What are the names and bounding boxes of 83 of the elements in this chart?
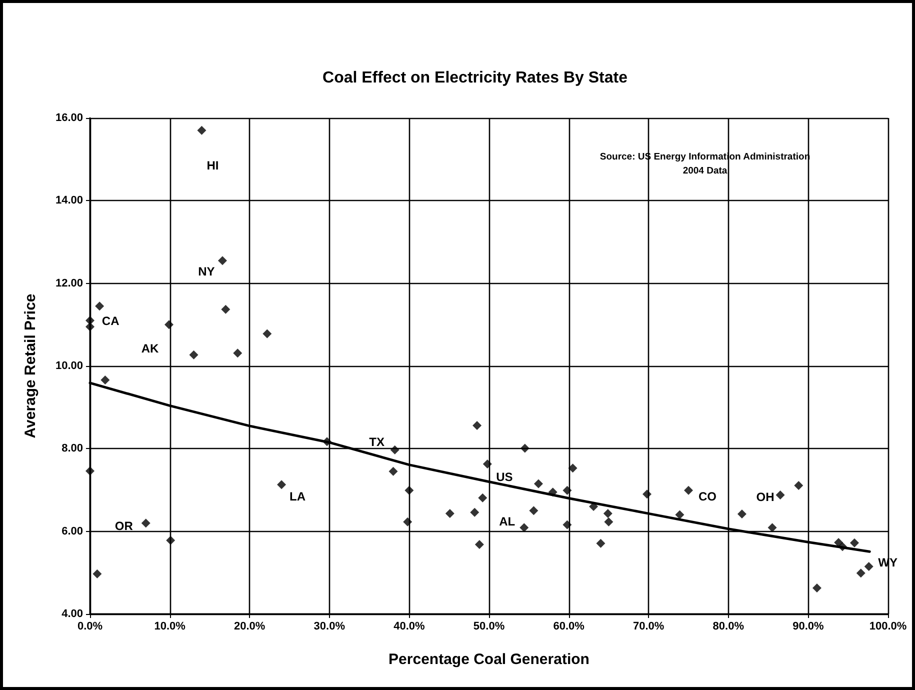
point bbox=[562, 520, 572, 530]
point bbox=[737, 509, 746, 518]
x-axis-title: Percentage Coal Generation bbox=[388, 651, 590, 668]
point bbox=[684, 486, 693, 495]
point bbox=[218, 256, 227, 266]
point bbox=[403, 517, 412, 526]
x-tick-label: 0.0% bbox=[77, 620, 103, 632]
point bbox=[166, 536, 176, 545]
x-tick-label: 90.0% bbox=[792, 620, 824, 632]
point bbox=[445, 509, 454, 518]
point bbox=[529, 506, 538, 516]
point bbox=[478, 493, 488, 502]
y-tick-label: 10.00 bbox=[55, 360, 83, 372]
y-axis-title: Average Retail Price bbox=[22, 294, 39, 438]
point bbox=[262, 329, 272, 338]
point bbox=[864, 562, 874, 571]
x-tick-label: 30.0% bbox=[314, 620, 346, 632]
x-tick-label: 60.0% bbox=[553, 620, 585, 632]
point bbox=[812, 583, 822, 592]
annotation: TX bbox=[369, 434, 385, 449]
point bbox=[520, 523, 529, 532]
point bbox=[534, 479, 543, 488]
y-tick-label: 14.00 bbox=[55, 194, 83, 207]
x-tick-label: 20.0% bbox=[234, 620, 266, 632]
point bbox=[474, 540, 484, 550]
point bbox=[390, 445, 400, 454]
point bbox=[197, 126, 206, 135]
annotation: AK bbox=[141, 342, 159, 356]
point bbox=[675, 510, 684, 520]
chart-title: Coal Effect on Electricity Rates By State bbox=[322, 70, 628, 86]
y-tick-label: 8.00 bbox=[62, 442, 83, 455]
annotation: CA bbox=[102, 314, 120, 328]
point bbox=[233, 348, 242, 358]
point bbox=[277, 480, 286, 490]
y-tick-label: 6.00 bbox=[62, 525, 83, 538]
annotation: OH bbox=[756, 490, 774, 504]
point bbox=[604, 517, 614, 526]
point bbox=[568, 464, 578, 473]
x-tick-label: 10.0% bbox=[154, 620, 186, 632]
point bbox=[794, 480, 804, 490]
annotation: AL bbox=[499, 514, 516, 529]
x-tick-label: 50.0% bbox=[473, 620, 505, 632]
point bbox=[164, 320, 174, 330]
point bbox=[322, 437, 332, 446]
annotation: HI bbox=[206, 158, 219, 172]
point bbox=[388, 466, 398, 476]
point bbox=[404, 486, 414, 495]
x-tick-label: 80.0% bbox=[712, 620, 744, 632]
point bbox=[141, 518, 150, 528]
annotation: OR bbox=[114, 519, 134, 534]
y-tick-label: 16.00 bbox=[55, 112, 83, 124]
annotation: NY bbox=[198, 264, 215, 279]
point bbox=[92, 569, 102, 578]
point bbox=[776, 490, 785, 500]
point bbox=[562, 486, 572, 495]
x-tick-label: 100.0% bbox=[869, 620, 907, 632]
point bbox=[603, 509, 612, 518]
point bbox=[470, 508, 480, 517]
point bbox=[834, 538, 844, 547]
point bbox=[95, 302, 104, 311]
point bbox=[221, 304, 230, 314]
x-tick-label: 70.0% bbox=[633, 620, 664, 632]
annotation: 2004 Data bbox=[682, 166, 728, 176]
point bbox=[850, 538, 859, 548]
point bbox=[520, 444, 530, 453]
point bbox=[596, 538, 606, 548]
annotation: CO bbox=[698, 489, 716, 504]
point bbox=[86, 322, 94, 332]
point bbox=[472, 421, 482, 430]
y-tick-label: 4.00 bbox=[62, 608, 83, 620]
point bbox=[86, 466, 94, 476]
point bbox=[548, 488, 558, 497]
point bbox=[189, 350, 198, 360]
x-tick-label: 40.0% bbox=[394, 620, 426, 632]
y-tick-label: 12.00 bbox=[55, 277, 83, 290]
point bbox=[768, 523, 777, 532]
point bbox=[838, 542, 848, 552]
point bbox=[856, 568, 866, 578]
point bbox=[100, 376, 110, 385]
point bbox=[642, 490, 652, 499]
point bbox=[482, 459, 492, 468]
annotation: US bbox=[496, 470, 513, 484]
annotation: LA bbox=[290, 490, 306, 504]
